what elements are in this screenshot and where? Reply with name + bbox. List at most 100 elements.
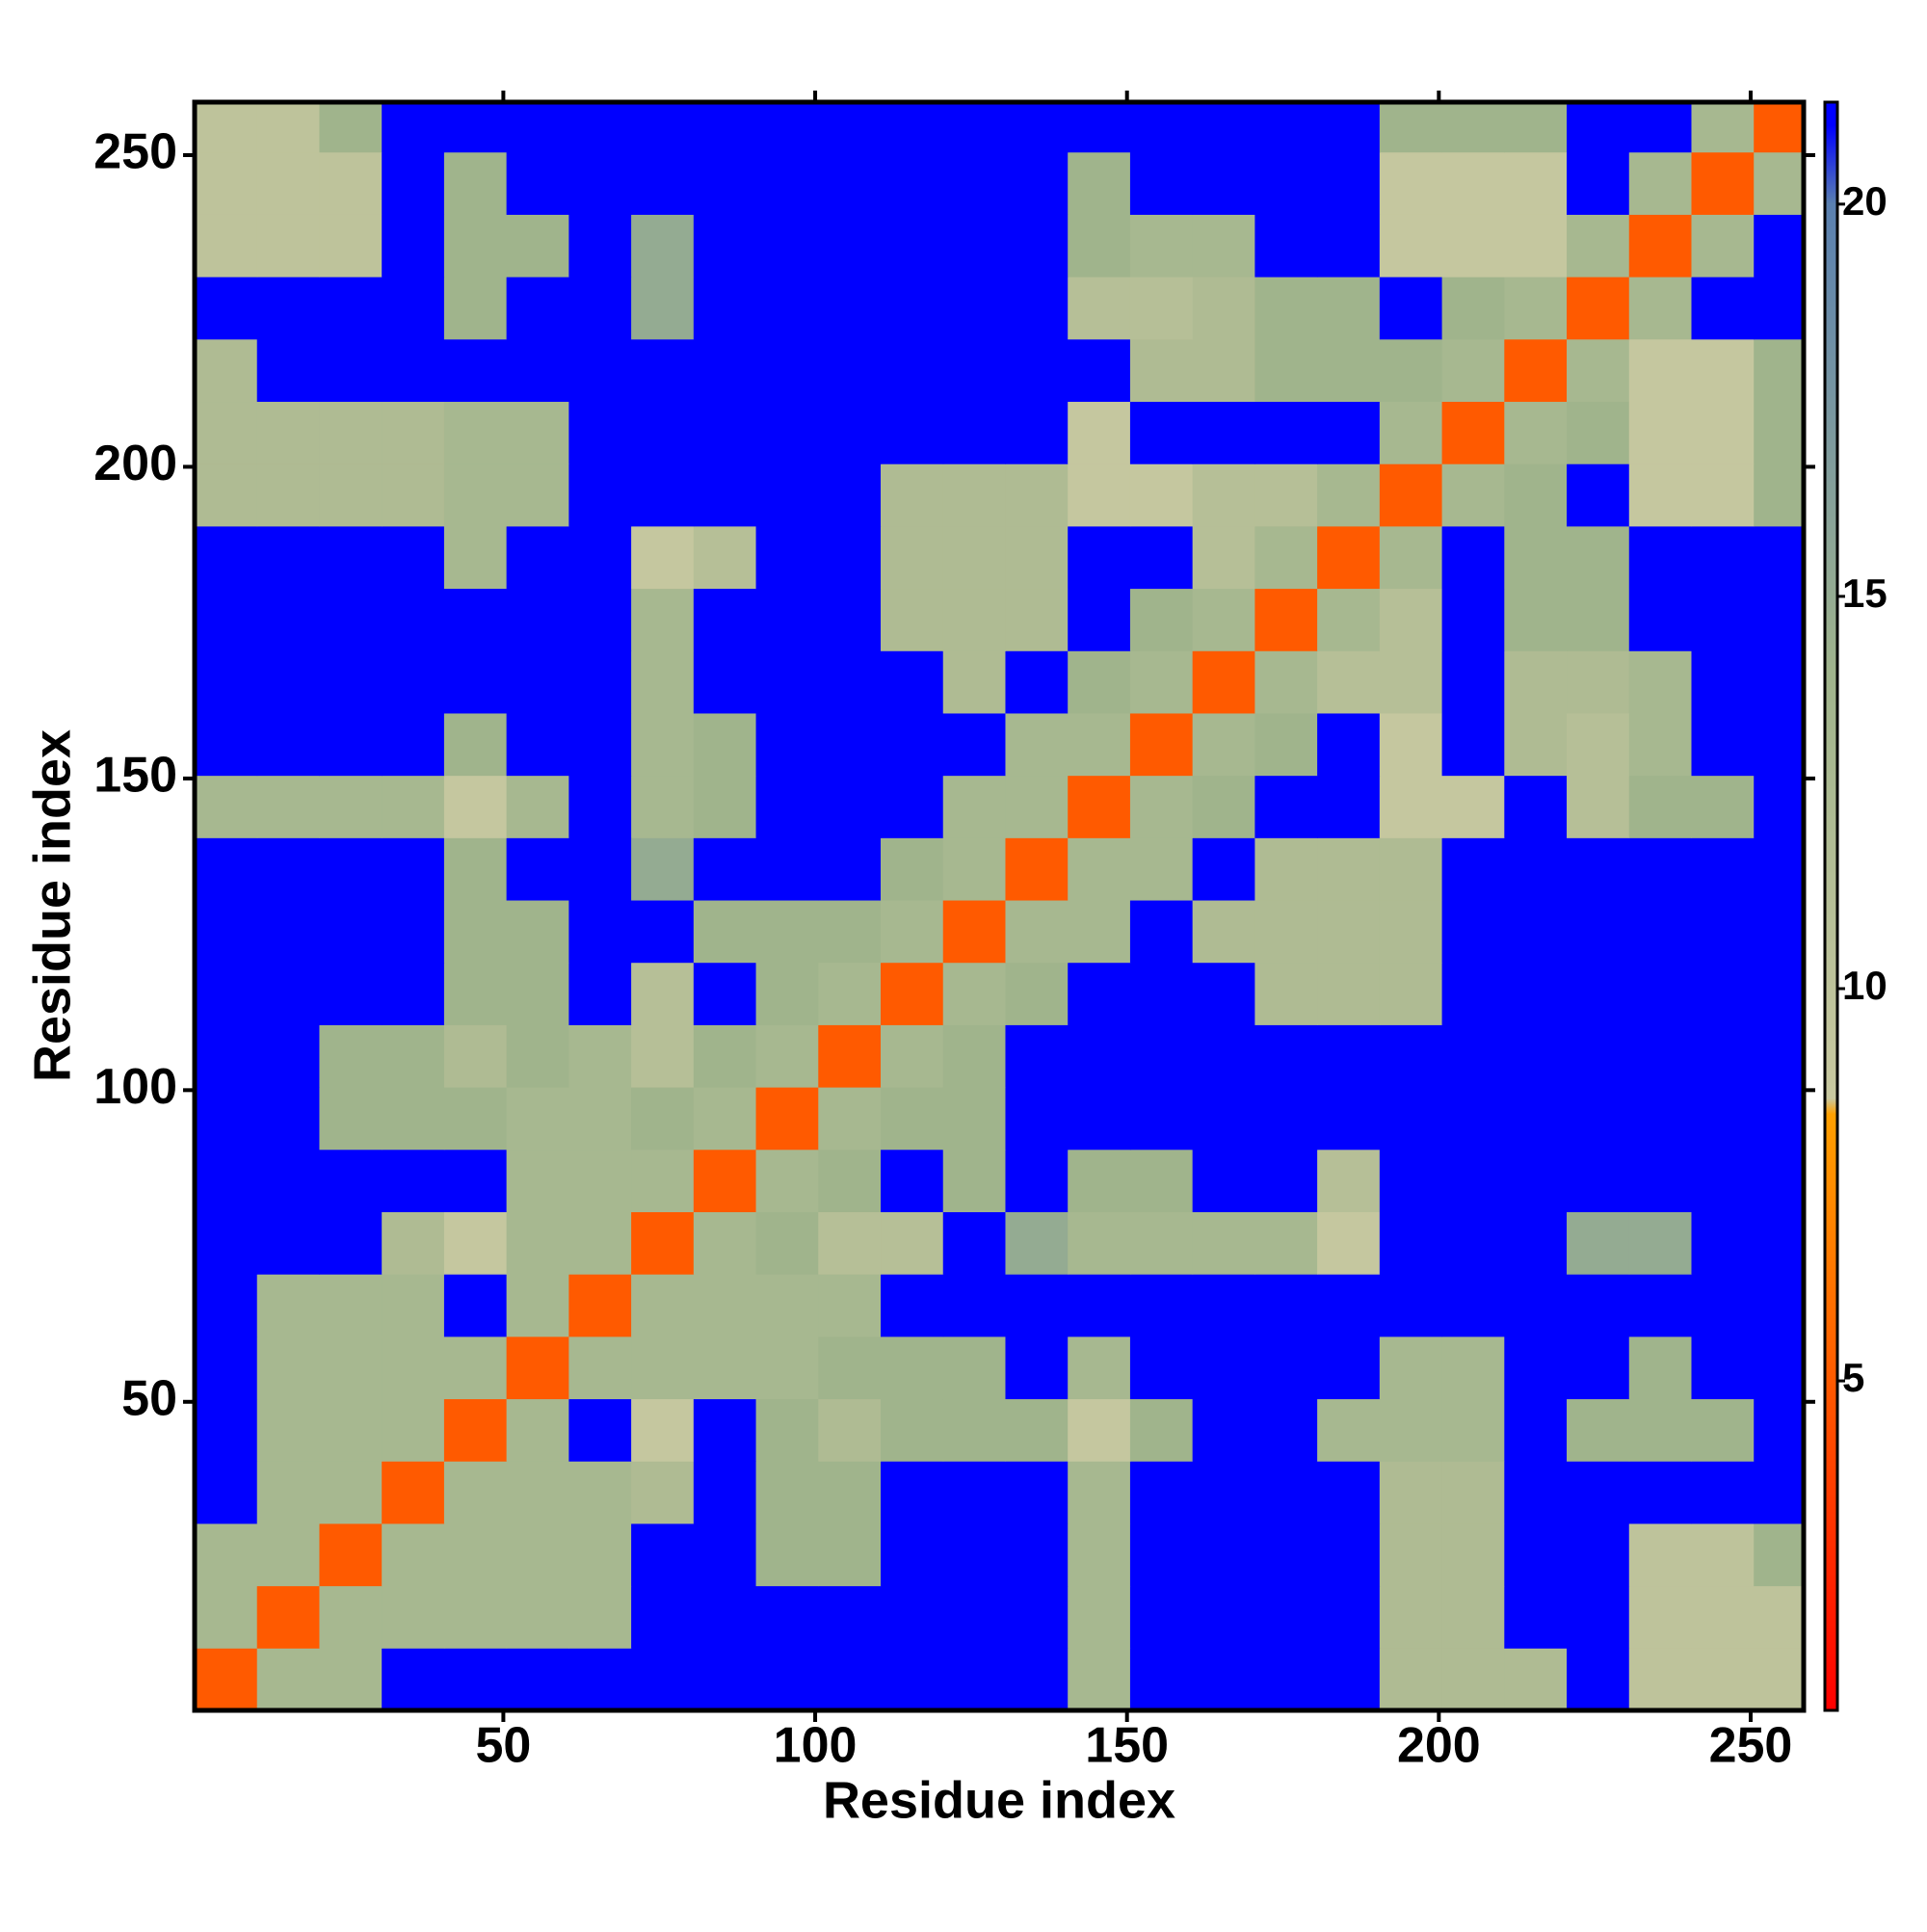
heatmap-cell — [319, 401, 383, 464]
heatmap-cell — [1628, 1149, 1692, 1212]
heatmap-cell — [1317, 1398, 1381, 1462]
heatmap-cell — [755, 214, 819, 278]
heatmap-cell — [506, 1149, 569, 1212]
heatmap-cell — [382, 1087, 445, 1151]
heatmap-cell — [1628, 102, 1692, 153]
heatmap-cell — [1005, 1585, 1069, 1649]
heatmap-cell — [755, 1648, 819, 1711]
heatmap-cell — [568, 151, 632, 215]
heatmap-cell — [1441, 1211, 1505, 1275]
heatmap-cell — [1441, 1024, 1505, 1088]
heatmap-cell — [256, 962, 320, 1025]
heatmap-cell — [1192, 214, 1255, 278]
heatmap-cell — [568, 775, 632, 838]
heatmap-cell — [256, 837, 320, 901]
heatmap-cell — [195, 1211, 258, 1275]
heatmap-cell — [1628, 1024, 1692, 1088]
heatmap-cell — [693, 1087, 757, 1151]
heatmap-cell — [1628, 338, 1692, 403]
heatmap-cell — [1504, 1149, 1568, 1212]
heatmap-cell — [1317, 712, 1381, 777]
heatmap-cell — [1628, 1585, 1692, 1649]
heatmap-cell — [1628, 1522, 1692, 1587]
heatmap-cell — [942, 1211, 1006, 1275]
heatmap-cell — [881, 1461, 944, 1524]
heatmap-cell — [1754, 900, 1805, 964]
heatmap-cell — [1129, 650, 1194, 714]
heatmap-cell — [256, 712, 320, 777]
heatmap-cell — [755, 588, 819, 651]
heatmap-cell — [942, 837, 1006, 901]
heatmap-cell — [1504, 525, 1568, 590]
heatmap-cell — [256, 1149, 320, 1212]
heatmap-cell — [1192, 588, 1255, 651]
heatmap-cell — [818, 1522, 882, 1587]
heatmap-cell — [319, 151, 383, 215]
heatmap-cell — [1254, 463, 1318, 527]
heatmap-cell — [755, 1087, 819, 1151]
heatmap-cell — [1192, 900, 1255, 964]
heatmap-cell — [506, 1274, 569, 1337]
heatmap-cell — [1504, 650, 1568, 714]
heatmap-cell — [693, 962, 757, 1025]
heatmap-cell — [1068, 1024, 1131, 1088]
heatmap-cell — [1317, 1087, 1381, 1151]
heatmap-cell — [195, 1336, 258, 1400]
heatmap-cell — [382, 1585, 445, 1649]
heatmap-cell — [568, 1336, 632, 1400]
heatmap-cell — [382, 900, 445, 964]
heatmap-cell — [631, 650, 695, 714]
heatmap-cell — [1005, 525, 1069, 590]
heatmap-cell — [1254, 1274, 1318, 1337]
heatmap-cell — [256, 463, 320, 527]
heatmap-cell — [319, 588, 383, 651]
heatmap-cell — [942, 1522, 1006, 1587]
heatmap-cell — [1567, 1648, 1630, 1711]
heatmap-cell — [1317, 463, 1381, 527]
heatmap-cell — [256, 1522, 320, 1587]
heatmap-cell — [881, 1648, 944, 1711]
heatmap-cell — [1379, 338, 1443, 403]
heatmap-cell — [942, 900, 1006, 964]
heatmap-cell — [1192, 1274, 1255, 1337]
heatmap-cell — [755, 1024, 819, 1088]
heatmap-cell — [881, 338, 944, 403]
heatmap-cell — [631, 588, 695, 651]
heatmap-cell — [1691, 775, 1755, 838]
heatmap-cell — [818, 1398, 882, 1462]
heatmap-cell — [818, 102, 882, 153]
heatmap-cell — [1192, 1087, 1255, 1151]
heatmap-cell — [1005, 1648, 1069, 1711]
heatmap-cell — [1441, 837, 1505, 901]
heatmap-cell — [1254, 1087, 1318, 1151]
heatmap-cell — [506, 1336, 569, 1400]
heatmap-cell — [1068, 837, 1131, 901]
heatmap-cell — [443, 1398, 508, 1462]
heatmap-cell — [1192, 463, 1255, 527]
heatmap-cell — [382, 588, 445, 651]
heatmap-cell — [693, 525, 757, 590]
heatmap-cell — [1254, 1336, 1318, 1400]
heatmap-cell — [1504, 214, 1568, 278]
heatmap-cell — [1691, 1211, 1755, 1275]
heatmap-cell — [1379, 1585, 1443, 1649]
heatmap-cell — [1754, 338, 1805, 403]
heatmap-cell — [443, 1522, 508, 1587]
heatmap-cell — [1254, 1585, 1318, 1649]
heatmap-cell — [443, 1149, 508, 1212]
heatmap-cell — [1005, 1149, 1069, 1212]
heatmap-cell — [881, 1522, 944, 1587]
heatmap-cell — [631, 1024, 695, 1088]
heatmap-cell — [443, 1648, 508, 1711]
heatmap-cell — [382, 962, 445, 1025]
heatmap-cell — [1379, 1211, 1443, 1275]
heatmap-cell — [631, 1648, 695, 1711]
heatmap-cell — [1691, 1149, 1755, 1212]
heatmap-cell — [1504, 1274, 1568, 1337]
heatmap-cell — [1254, 151, 1318, 215]
heatmap-cell — [1628, 712, 1692, 777]
heatmap-cell — [942, 151, 1006, 215]
heatmap-cell — [1567, 1398, 1630, 1462]
heatmap-cell — [1005, 277, 1069, 340]
heatmap-cell — [506, 1522, 569, 1587]
